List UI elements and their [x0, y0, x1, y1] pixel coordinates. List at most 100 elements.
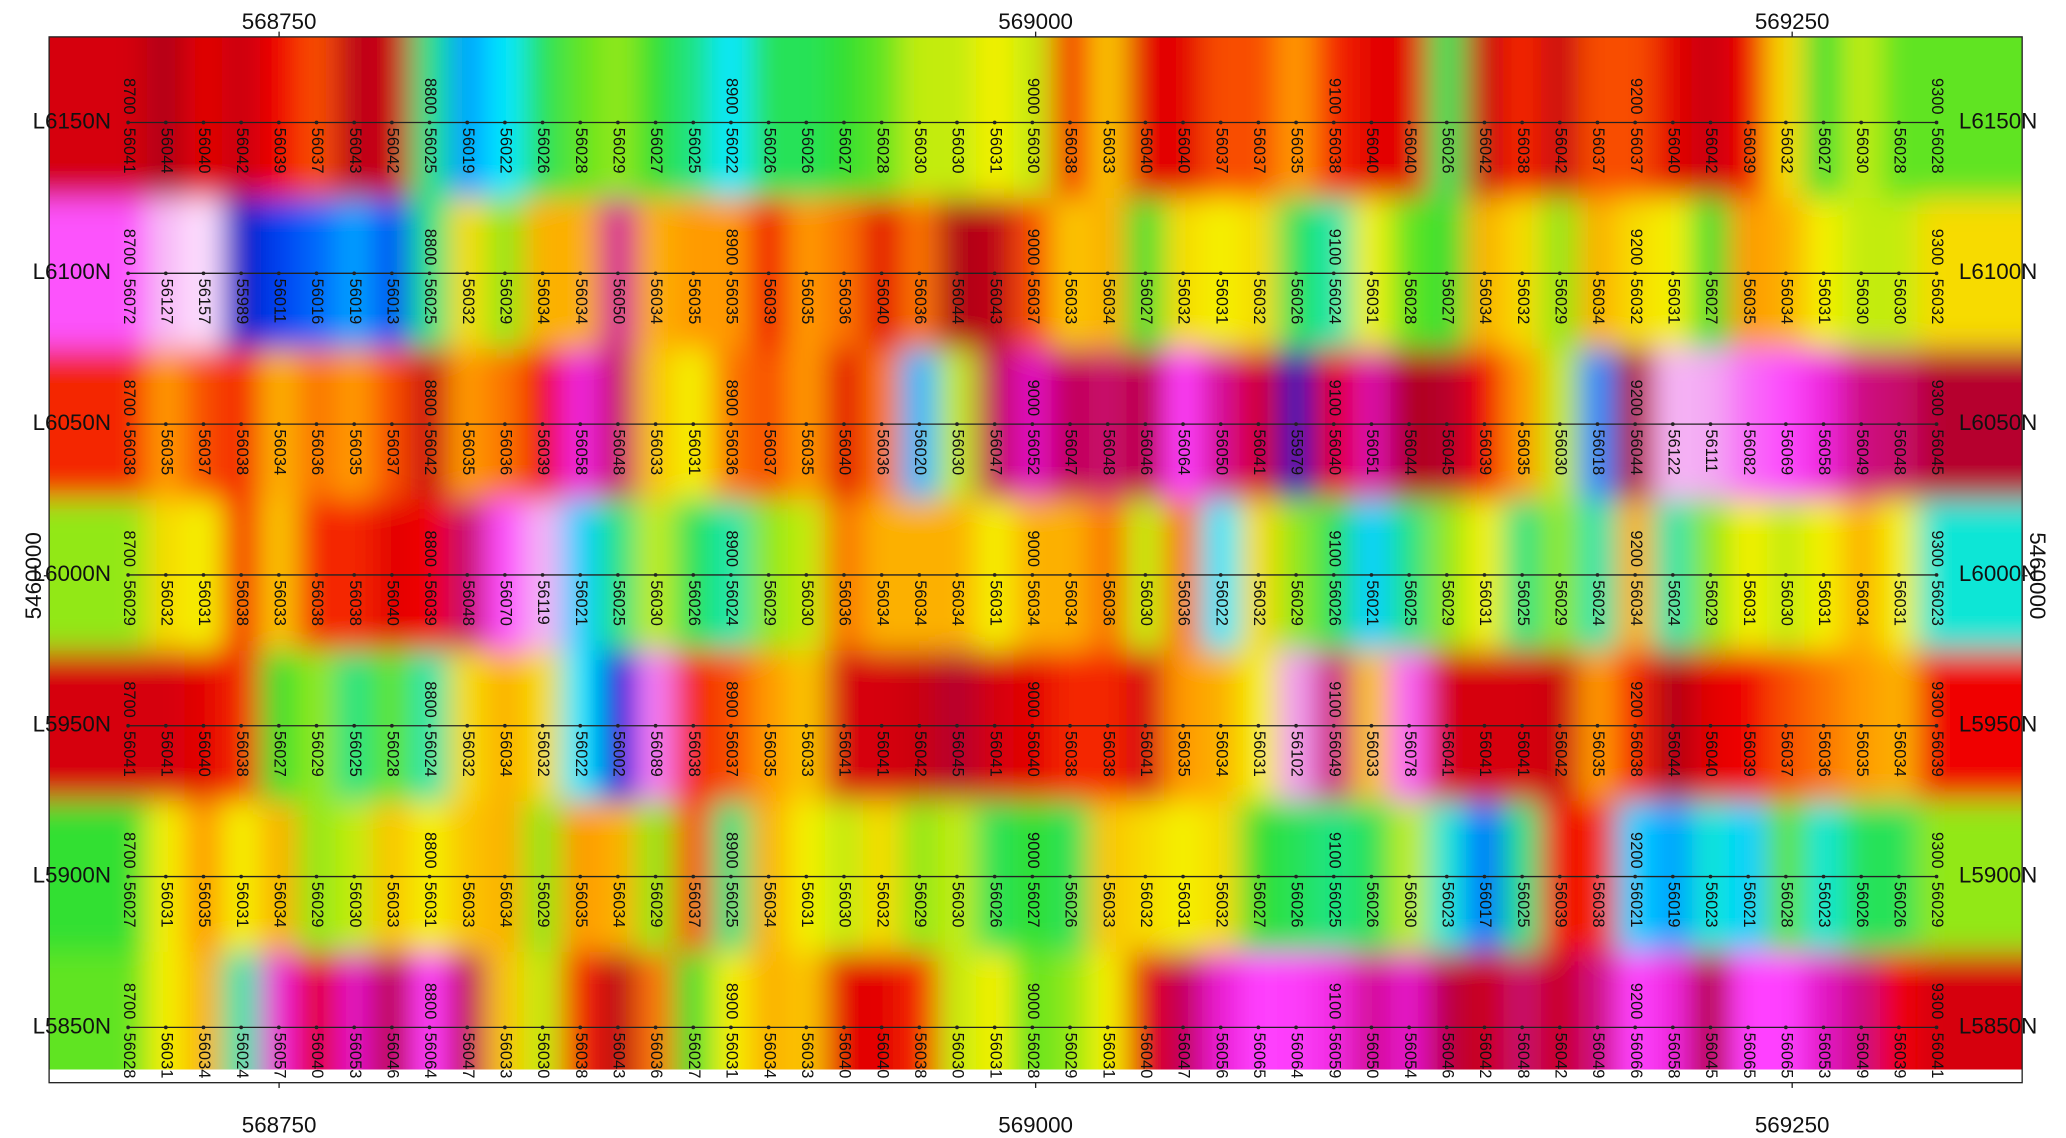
reading-label: 56052	[1024, 429, 1042, 475]
station-label: 8800	[421, 832, 439, 869]
reading-label: 56034	[534, 279, 552, 325]
station-dot	[1181, 422, 1185, 426]
reading-label: 56031	[157, 882, 175, 928]
station-dot	[1520, 1026, 1524, 1030]
station-dot	[277, 422, 281, 426]
survey-map: 5604156044560405604256039560375604356042…	[0, 0, 2066, 1138]
station-dot	[842, 875, 846, 879]
reading-label: 56031	[195, 580, 213, 626]
reading-label: 56065	[1740, 1033, 1758, 1079]
reading-label: 56040	[1401, 128, 1419, 174]
reading-label: 56029	[1062, 1033, 1080, 1079]
station-dot	[1784, 724, 1788, 728]
reading-label: 56026	[685, 580, 703, 626]
reading-label: 56026	[760, 128, 778, 174]
reading-label: 56018	[1589, 429, 1607, 475]
station-dot	[164, 573, 168, 577]
station-dot	[654, 724, 658, 728]
reading-label: 55979	[1288, 429, 1306, 475]
reading-label: 56035	[1853, 731, 1871, 777]
station-dot	[1822, 1026, 1826, 1030]
station-dot	[1935, 271, 1939, 275]
reading-label: 56070	[497, 580, 515, 626]
station-dot	[1219, 422, 1223, 426]
station-dot	[616, 422, 620, 426]
station-dot	[1144, 422, 1148, 426]
reading-label: 56058	[572, 429, 590, 475]
reading-label: 56031	[1175, 882, 1193, 928]
station-dot	[804, 724, 808, 728]
reading-label: 56025	[1514, 882, 1532, 928]
station-dot	[955, 422, 959, 426]
reading-label: 56032	[534, 731, 552, 777]
reading-label: 56029	[1702, 580, 1720, 626]
reading-label: 56047	[459, 1033, 477, 1079]
reading-label: 56033	[647, 429, 665, 475]
reading-label: 56034	[873, 580, 891, 626]
line-name-left: L6050N	[33, 410, 111, 435]
station-label: 8700	[120, 832, 138, 869]
station-label: 9300	[1928, 983, 1946, 1020]
station-dot	[1483, 121, 1487, 125]
station-dot	[164, 271, 168, 275]
station-dot	[767, 573, 771, 577]
station-dot	[390, 271, 394, 275]
station-dot	[315, 121, 319, 125]
station-dot	[503, 422, 507, 426]
station-dot	[1633, 724, 1637, 728]
reading-label: 56028	[1024, 1033, 1042, 1079]
reading-label: 56032	[1514, 279, 1532, 325]
station-dot	[1596, 271, 1600, 275]
reading-label: 56024	[1325, 279, 1343, 325]
reading-label: 56040	[195, 128, 213, 174]
station-dot	[1520, 724, 1524, 728]
reading-label: 56069	[1778, 429, 1796, 475]
reading-label: 56037	[1024, 279, 1042, 325]
line-name-right: L5900N	[1959, 862, 2037, 887]
station-dot	[1445, 422, 1449, 426]
station-dot	[1106, 121, 1110, 125]
station-dot	[428, 422, 432, 426]
station-dot	[1219, 724, 1223, 728]
station-dot	[1671, 724, 1675, 728]
station-dot	[578, 573, 582, 577]
reading-label: 56035	[157, 429, 175, 475]
reading-label: 56027	[1815, 128, 1833, 174]
station-dot	[1671, 1026, 1675, 1030]
reading-label: 56026	[1062, 882, 1080, 928]
station-dot	[1407, 724, 1411, 728]
reading-label: 56041	[986, 731, 1004, 777]
reading-label: 56027	[685, 1033, 703, 1079]
station-dot	[1106, 573, 1110, 577]
reading-label: 56027	[647, 128, 665, 174]
reading-label: 56032	[459, 731, 477, 777]
reading-label: 56025	[1325, 882, 1343, 928]
station-dot	[1746, 1026, 1750, 1030]
reading-label: 56050	[1363, 1033, 1381, 1079]
station-dot	[1068, 422, 1072, 426]
station-dot	[1558, 724, 1562, 728]
reading-label: 56034	[1891, 731, 1909, 777]
reading-label: 56034	[1778, 279, 1796, 325]
station-dot	[1294, 573, 1298, 577]
reading-label: 56040	[308, 1033, 326, 1079]
reading-label: 56048	[1514, 1033, 1532, 1079]
station-dot	[126, 875, 130, 879]
station-dot	[691, 573, 695, 577]
reading-label: 56025	[610, 580, 628, 626]
reading-label: 56036	[647, 1033, 665, 1079]
station-dot	[616, 724, 620, 728]
station-dot	[1859, 724, 1863, 728]
reading-label: 56031	[723, 1033, 741, 1079]
reading-label: 56040	[873, 279, 891, 325]
station-dot	[1633, 875, 1637, 879]
station-dot	[1370, 724, 1374, 728]
station-dot	[390, 573, 394, 577]
station-dot	[993, 724, 997, 728]
reading-label: 56027	[270, 731, 288, 777]
station-dot	[1068, 121, 1072, 125]
station-dot	[352, 271, 356, 275]
reading-label: 56031	[233, 882, 251, 928]
station-dot	[1257, 422, 1261, 426]
station-dot	[729, 573, 733, 577]
